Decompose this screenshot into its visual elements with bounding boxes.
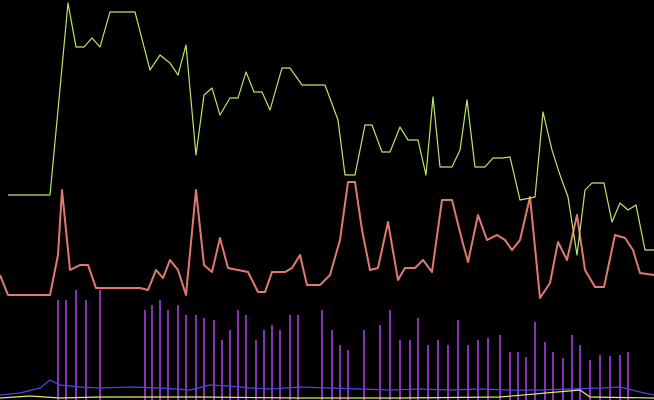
bar — [289, 315, 291, 400]
bar — [437, 340, 439, 400]
bar — [487, 338, 489, 400]
bar — [271, 325, 273, 400]
bar — [321, 310, 323, 400]
bar — [203, 318, 205, 400]
bar — [151, 305, 153, 400]
bar — [177, 305, 179, 400]
bar — [525, 357, 527, 400]
bar — [263, 330, 265, 400]
bar — [245, 315, 247, 400]
bar — [562, 358, 564, 400]
bar — [144, 310, 146, 400]
bar — [447, 345, 449, 400]
bar — [75, 290, 77, 400]
bar — [399, 340, 401, 400]
bar — [571, 335, 573, 400]
line — [0, 181, 654, 299]
bar — [477, 340, 479, 400]
line — [0, 379, 654, 396]
bar — [627, 352, 629, 400]
bar — [509, 352, 511, 400]
bar — [339, 345, 341, 400]
bar — [167, 310, 169, 400]
line — [8, 2, 654, 256]
bar — [457, 320, 459, 400]
bar — [589, 360, 591, 400]
bar — [379, 325, 381, 400]
bar — [185, 315, 187, 400]
line — [0, 389, 654, 399]
bar — [579, 345, 581, 400]
bar — [221, 340, 223, 400]
bar — [467, 345, 469, 400]
bar — [347, 350, 349, 400]
bar — [619, 355, 621, 400]
bar — [599, 355, 601, 400]
bar — [609, 356, 611, 400]
bar — [255, 340, 257, 400]
bar — [499, 335, 501, 400]
bar — [427, 345, 429, 400]
bar — [159, 300, 161, 400]
bar — [297, 315, 299, 400]
bar — [85, 300, 87, 400]
bar — [552, 352, 554, 400]
bar — [57, 300, 59, 400]
bar — [213, 320, 215, 400]
bar — [99, 290, 101, 400]
bar — [409, 340, 411, 400]
bar — [534, 322, 536, 400]
bar — [389, 310, 391, 400]
bar — [229, 330, 231, 400]
bar — [517, 352, 519, 400]
bar — [279, 330, 281, 400]
bar — [195, 315, 197, 400]
bar — [544, 342, 546, 400]
bar — [65, 300, 67, 400]
bar — [417, 318, 419, 400]
bar — [363, 330, 365, 400]
bar — [237, 310, 239, 400]
bar — [331, 330, 333, 400]
